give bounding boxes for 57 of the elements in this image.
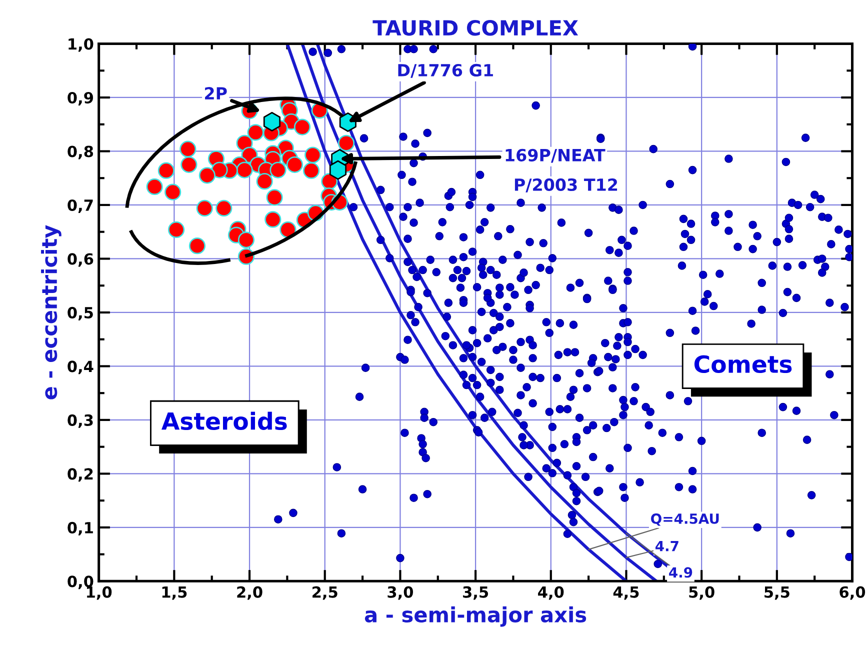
annotation: P/2003 T12 [514, 178, 618, 192]
x-tick-label: 4,5 [613, 586, 639, 600]
y-tick-label: 0,5 [68, 306, 93, 320]
y-tick-label: 0,1 [68, 522, 93, 536]
x-tick-label: 2,0 [237, 586, 262, 600]
point [294, 118, 311, 136]
point [247, 124, 264, 141]
annotation: 169P/NEAT [506, 148, 606, 163]
y-axis-title: e - eccentricity [41, 225, 62, 400]
text: Q=4.5AU [651, 513, 719, 526]
point [263, 112, 281, 132]
point [286, 156, 304, 173]
point [158, 162, 174, 179]
series-label: 4.9 [669, 567, 692, 578]
point [168, 221, 185, 238]
point [304, 146, 322, 164]
y-tick-label: 1,0 [68, 38, 94, 52]
y-tick-label: 0,7 [68, 199, 93, 213]
x-tick-label: 4,0 [538, 586, 564, 600]
point [180, 156, 198, 173]
x-tick-label: 2,5 [312, 586, 338, 600]
x-tick-label: 5,5 [764, 586, 790, 600]
point [164, 184, 182, 200]
y-tick-label: 0,2 [68, 468, 93, 482]
y-tick-label: 0,4 [68, 360, 94, 374]
annotation: 2P [205, 87, 227, 100]
point [196, 200, 213, 217]
point [270, 162, 286, 178]
point [236, 162, 253, 178]
x-tick-label: 6,0 [840, 586, 866, 600]
point [338, 134, 355, 152]
x-tick-label: 1,5 [162, 586, 187, 600]
point [238, 232, 255, 248]
point [188, 238, 206, 254]
y-tick-label: 0,3 [68, 414, 93, 428]
point [216, 200, 232, 217]
series-label: 4.7 [655, 541, 678, 552]
x-axis-title: a - semi-major axis [364, 606, 586, 627]
y-tick-label: 0,8 [68, 146, 94, 160]
point [198, 167, 216, 184]
annotation: Comets [694, 355, 792, 374]
point [146, 178, 163, 196]
y-tick-label: 0,6 [68, 253, 94, 267]
annotation: Asteroids [162, 412, 287, 430]
x-tick-label: 3,5 [463, 586, 488, 600]
y-tick-label: 0,9 [68, 92, 93, 106]
x-tick-label: 5,0 [689, 586, 714, 600]
point [303, 162, 320, 179]
point [329, 160, 347, 180]
point [256, 173, 273, 190]
point [266, 189, 283, 206]
point [211, 162, 228, 178]
point [264, 211, 282, 228]
annotation: D/1776 G1 [398, 64, 493, 78]
x-tick-label: 3,0 [388, 586, 414, 600]
chart-title: TAURID COMPLEX [372, 20, 578, 36]
point [180, 140, 196, 158]
